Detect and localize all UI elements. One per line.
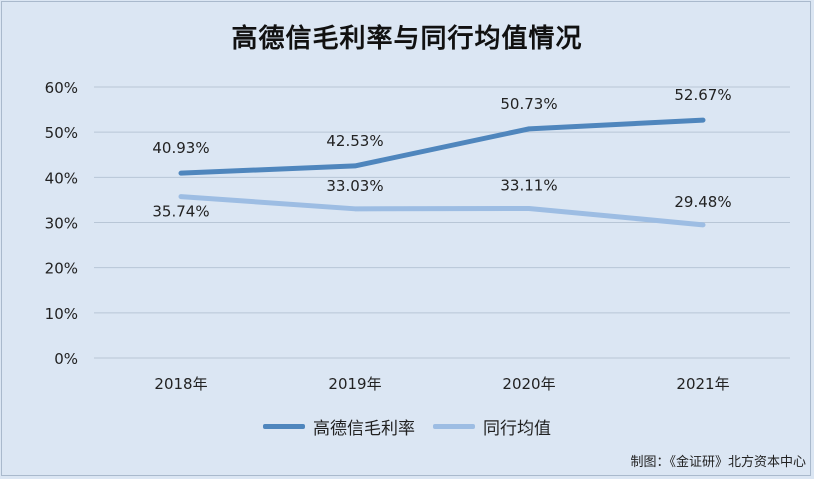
data-label-series-1: 50.73% [500, 95, 557, 113]
y-tick-label: 60% [45, 79, 78, 97]
chart-title: 高德信毛利率与同行均值情况 [231, 24, 583, 54]
series-line-1 [178, 117, 706, 176]
x-tick-label: 2019年 [328, 375, 381, 393]
data-label-series-1: 52.67% [674, 86, 731, 104]
y-tick-label: 0% [54, 350, 78, 368]
legend: 高德信毛利率 同行均值 [0, 414, 814, 439]
legend-item-series-1: 高德信毛利率 [263, 414, 415, 439]
data-label-series-2: 29.48% [674, 193, 731, 211]
data-label-series-2: 33.03% [326, 177, 383, 195]
source-note: 制图：《金证研》北方资本中心 [630, 455, 806, 470]
legend-swatch-series-2 [433, 424, 475, 429]
data-label-series-1: 40.93% [152, 139, 209, 157]
y-tick-label: 10% [45, 305, 78, 323]
x-tick-label: 2021年 [676, 375, 729, 393]
y-tick-label: 20% [45, 260, 78, 278]
legend-label-series-1: 高德信毛利率 [313, 419, 415, 439]
data-label-series-1: 42.53% [326, 132, 383, 150]
legend-swatch-series-1 [263, 424, 305, 429]
series-line-2 [178, 194, 706, 228]
x-tick-label: 2020年 [502, 375, 555, 393]
y-tick-label: 50% [45, 124, 78, 142]
y-tick-label: 30% [45, 215, 78, 233]
legend-label-series-2: 同行均值 [483, 419, 551, 439]
data-label-series-2: 35.74% [152, 203, 209, 221]
y-tick-label: 40% [45, 169, 78, 187]
x-tick-label: 2018年 [154, 375, 207, 393]
legend-item-series-2: 同行均值 [433, 414, 551, 439]
data-label-series-2: 33.11% [500, 176, 557, 194]
